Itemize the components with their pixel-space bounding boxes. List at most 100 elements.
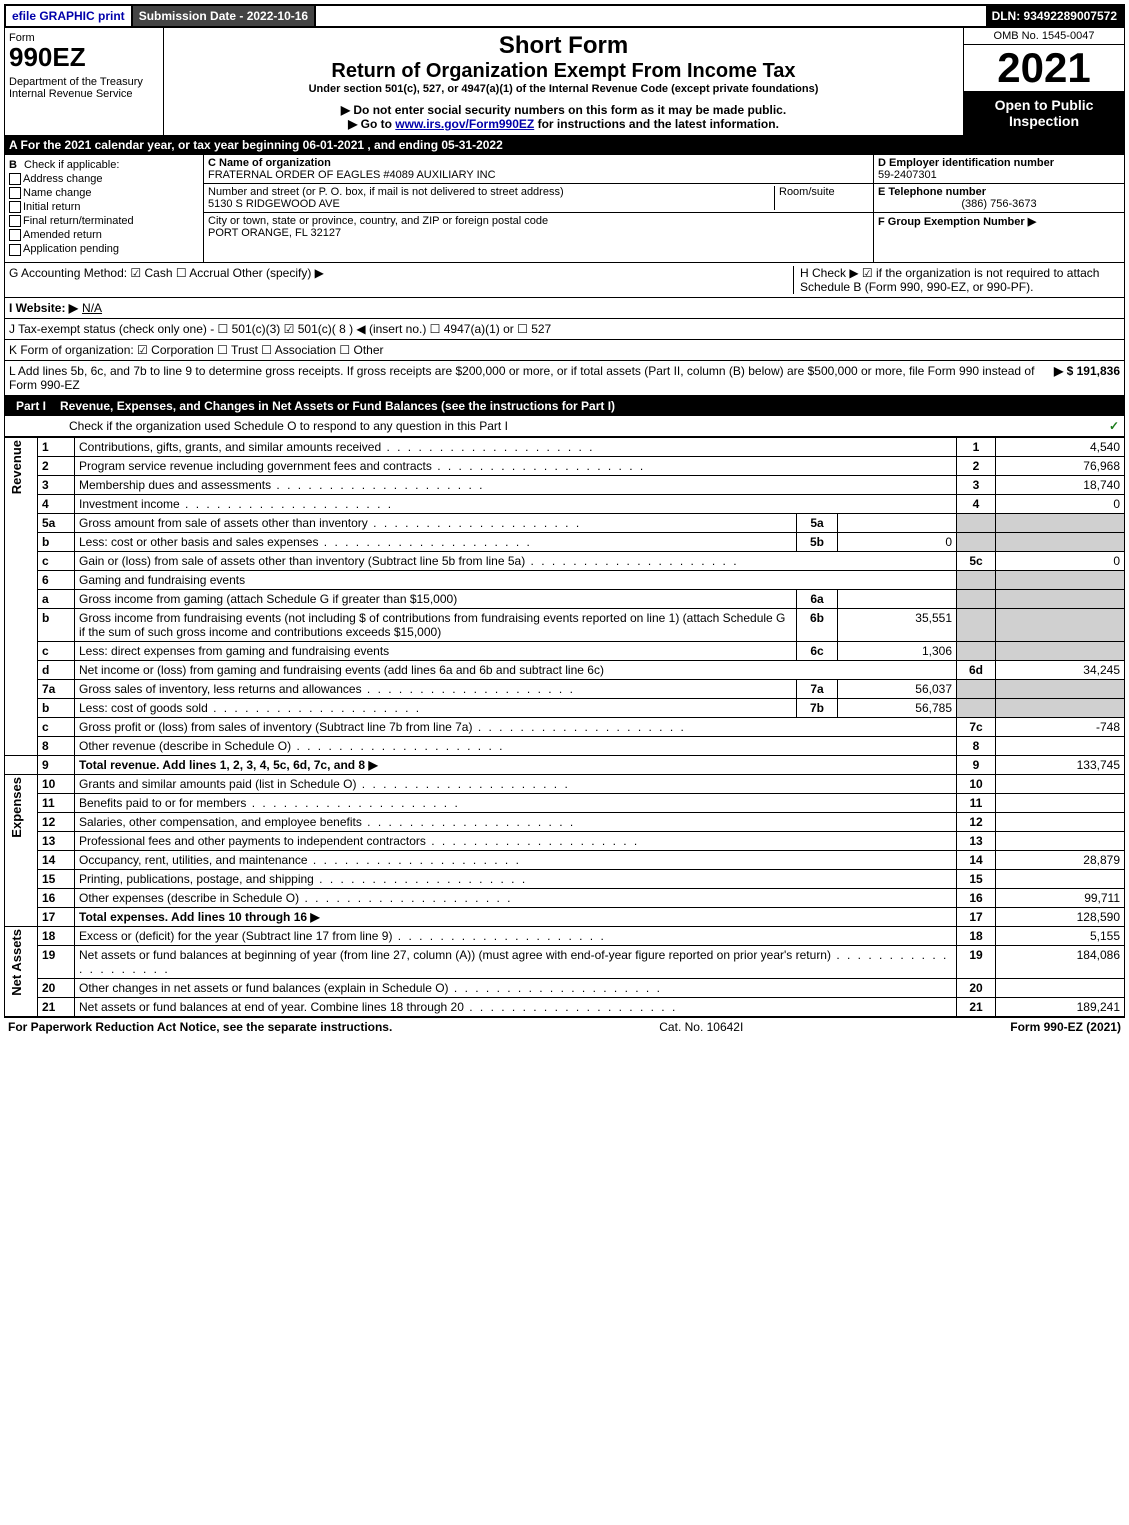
line-l: L Add lines 5b, 6c, and 7b to line 9 to … [4, 361, 1125, 396]
r6d-cn: 6d [957, 660, 996, 679]
row-10: Expenses 10 Grants and similar amounts p… [5, 774, 1125, 793]
r6d-desc: Net income or (loss) from gaming and fun… [75, 660, 957, 679]
short-form-title: Short Form [168, 32, 959, 60]
cb-amended-return-label: Amended return [23, 229, 102, 241]
r7b-sv: 56,785 [838, 698, 957, 717]
r7a-cn [957, 679, 996, 698]
cat-number: Cat. No. 10642I [659, 1020, 743, 1034]
r9-desc: Total revenue. Add lines 1, 2, 3, 4, 5c,… [79, 758, 378, 772]
r6d-num: d [38, 660, 75, 679]
r7a-sn: 7a [797, 679, 838, 698]
r19-cn: 19 [957, 945, 996, 978]
r10-cn: 10 [957, 774, 996, 793]
r8-val [996, 736, 1125, 755]
row-3: 3 Membership dues and assessments 3 18,7… [5, 475, 1125, 494]
cb-initial-return[interactable]: Initial return [9, 201, 199, 213]
dln-number: DLN: 93492289007572 [986, 6, 1123, 26]
section-d: D Employer identification number 59-2407… [874, 155, 1124, 184]
page-footer: For Paperwork Reduction Act Notice, see … [4, 1017, 1125, 1036]
row-18: Net Assets 18 Excess or (deficit) for th… [5, 926, 1125, 945]
c-name-label: C Name of organization [208, 157, 869, 169]
r20-desc: Other changes in net assets or fund bala… [79, 981, 662, 995]
row-9: 9 Total revenue. Add lines 1, 2, 3, 4, 5… [5, 755, 1125, 774]
row-6: 6 Gaming and fundraising events [5, 570, 1125, 589]
r4-cn: 4 [957, 494, 996, 513]
r5b-sv: 0 [838, 532, 957, 551]
r6a-num: a [38, 589, 75, 608]
city-row: City or town, state or province, country… [204, 213, 873, 241]
r15-desc: Printing, publications, postage, and shi… [79, 872, 527, 886]
efile-print-link[interactable]: efile GRAPHIC print [6, 6, 133, 26]
row-6a: a Gross income from gaming (attach Sched… [5, 589, 1125, 608]
row-7b: b Less: cost of goods sold 7b 56,785 [5, 698, 1125, 717]
dept-treasury: Department of the Treasury [9, 76, 159, 88]
row-6c: c Less: direct expenses from gaming and … [5, 641, 1125, 660]
top-bar: efile GRAPHIC print Submission Date - 20… [4, 4, 1125, 28]
cb-name-change[interactable]: Name change [9, 187, 199, 199]
form-ref: Form 990-EZ (2021) [1010, 1020, 1121, 1034]
row-16: 16 Other expenses (describe in Schedule … [5, 888, 1125, 907]
r7b-sn: 7b [797, 698, 838, 717]
row-4: 4 Investment income 4 0 [5, 494, 1125, 513]
r6-val [996, 570, 1125, 589]
r6a-cn [957, 589, 996, 608]
r17-desc: Total expenses. Add lines 10 through 16 … [79, 910, 320, 924]
r21-val: 189,241 [996, 997, 1125, 1016]
r11-val [996, 793, 1125, 812]
r10-num: 10 [38, 774, 75, 793]
r15-num: 15 [38, 869, 75, 888]
r9-num: 9 [38, 755, 75, 774]
line-j: J Tax-exempt status (check only one) - ☐… [4, 319, 1125, 340]
room-suite-label: Room/suite [774, 186, 869, 210]
r5b-cn [957, 532, 996, 551]
r19-num: 19 [38, 945, 75, 978]
part-1-check[interactable]: ✓ [1108, 420, 1120, 432]
irs-link[interactable]: www.irs.gov/Form990EZ [395, 117, 534, 131]
b-check-if: Check if applicable: [24, 159, 119, 171]
r7c-val: -748 [996, 717, 1125, 736]
r19-desc: Net assets or fund balances at beginning… [79, 948, 948, 976]
r5a-val [996, 513, 1125, 532]
r7b-cn [957, 698, 996, 717]
r6b-cn [957, 608, 996, 641]
form-header: Form 990EZ Department of the Treasury In… [4, 28, 1125, 136]
r11-cn: 11 [957, 793, 996, 812]
r19-val: 184,086 [996, 945, 1125, 978]
cb-final-return[interactable]: Final return/terminated [9, 215, 199, 227]
r3-cn: 3 [957, 475, 996, 494]
r6a-sv [838, 589, 957, 608]
r13-desc: Professional fees and other payments to … [79, 834, 639, 848]
r13-num: 13 [38, 831, 75, 850]
r6-num: 6 [38, 570, 75, 589]
goto-line: ▶ Go to www.irs.gov/Form990EZ for instru… [168, 117, 959, 131]
cb-amended-return[interactable]: Amended return [9, 229, 199, 241]
goto-pre: ▶ Go to [348, 117, 395, 131]
cb-application-pending[interactable]: Application pending [9, 243, 199, 255]
cb-final-return-label: Final return/terminated [23, 215, 134, 227]
city-value: PORT ORANGE, FL 32127 [208, 227, 548, 239]
cb-address-change[interactable]: Address change [9, 173, 199, 185]
r6a-desc: Gross income from gaming (attach Schedul… [75, 589, 797, 608]
r6d-val: 34,245 [996, 660, 1125, 679]
r18-cn: 18 [957, 926, 996, 945]
r4-desc: Investment income [79, 497, 393, 511]
header-center: Short Form Return of Organization Exempt… [164, 28, 963, 135]
r21-num: 21 [38, 997, 75, 1016]
r12-desc: Salaries, other compensation, and employ… [79, 815, 575, 829]
row-14: 14 Occupancy, rent, utilities, and maint… [5, 850, 1125, 869]
submission-date: Submission Date - 2022-10-16 [133, 6, 316, 26]
r6a-sn: 6a [797, 589, 838, 608]
section-def: D Employer identification number 59-2407… [873, 155, 1124, 262]
r5b-sn: 5b [797, 532, 838, 551]
r2-num: 2 [38, 456, 75, 475]
under-section: Under section 501(c), 527, or 4947(a)(1)… [168, 83, 959, 95]
r6c-num: c [38, 641, 75, 660]
r9-val: 133,745 [996, 755, 1125, 774]
row-5b: b Less: cost or other basis and sales ex… [5, 532, 1125, 551]
r1-val: 4,540 [996, 437, 1125, 456]
r10-val [996, 774, 1125, 793]
r6b-sn: 6b [797, 608, 838, 641]
r5a-num: 5a [38, 513, 75, 532]
r13-val [996, 831, 1125, 850]
part-1-header: Part I Revenue, Expenses, and Changes in… [4, 396, 1125, 416]
